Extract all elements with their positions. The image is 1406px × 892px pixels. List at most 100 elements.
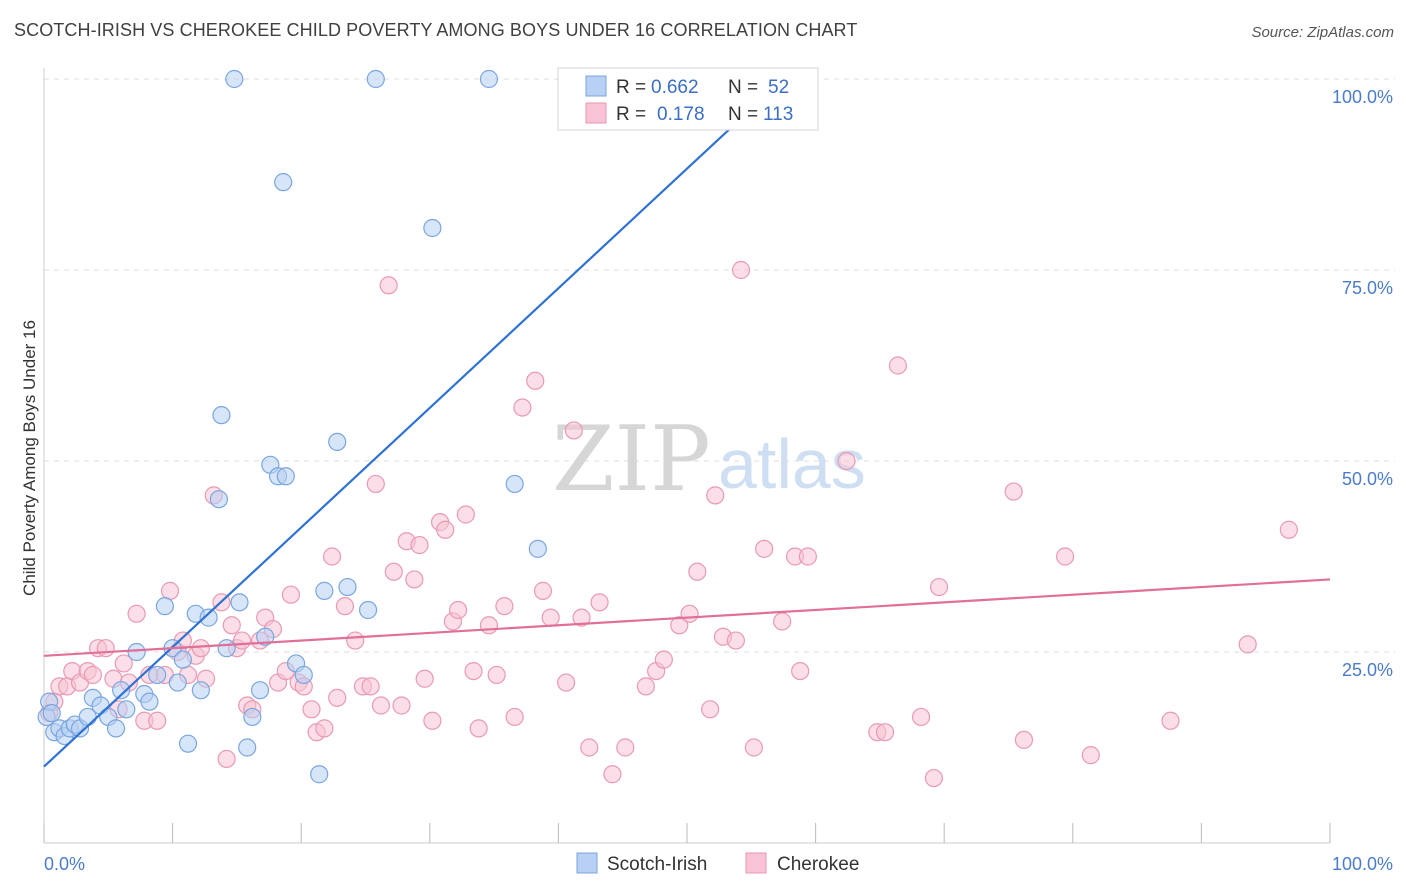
scotch-irish-point <box>225 69 244 89</box>
gridlines <box>44 78 1395 653</box>
cherokee-point <box>217 749 236 769</box>
cherokee-point <box>281 585 301 604</box>
cherokee-point <box>392 696 411 715</box>
legend-swatch-cherokee <box>585 102 607 124</box>
y-tick-label: 75.0% <box>1342 278 1393 298</box>
cherokee-point <box>533 581 553 600</box>
cherokee-point <box>564 421 583 440</box>
cherokee-point <box>680 604 699 623</box>
cherokee-point <box>526 371 545 390</box>
y-tick-labels: 25.0% 50.0% 75.0% 100.0% <box>1332 87 1393 680</box>
cherokee-point <box>791 661 810 681</box>
cherokee-point <box>436 520 455 539</box>
scotch-irish-point <box>155 597 174 616</box>
cherokee-point <box>837 451 856 471</box>
cherokee-point <box>222 616 241 635</box>
cherokee-point <box>127 604 146 623</box>
cherokee-point <box>590 593 609 612</box>
x-ticks <box>43 823 1331 843</box>
cherokee-point <box>1014 730 1034 749</box>
cherokee-point <box>148 711 167 730</box>
scotch-irish-point <box>173 650 192 669</box>
y-axis-title: Child Poverty Among Boys Under 16 <box>20 320 39 596</box>
scotch-irish-point <box>528 539 547 558</box>
cherokee-point <box>706 486 725 505</box>
scotch-irish-point <box>140 692 159 711</box>
scotch-irish-point <box>148 665 167 685</box>
cherokee-point <box>379 276 398 295</box>
series-legend: Scotch-Irish Cherokee <box>576 852 859 875</box>
cherokee-point <box>616 738 635 757</box>
scotch-irish-point <box>238 738 257 757</box>
legend-n-label-2: N = <box>728 104 758 125</box>
cherokee-point <box>114 654 133 673</box>
cherokee-point <box>924 768 944 788</box>
cherokee-point <box>423 711 442 730</box>
scotch-irish-point <box>423 218 442 238</box>
cherokee-point <box>911 707 931 727</box>
cherokee-point <box>410 535 429 555</box>
scotch-irish-point <box>276 467 295 486</box>
scotch-irish-point <box>106 719 126 738</box>
scotch-irish-point <box>209 490 228 509</box>
y-tick-label: 25.0% <box>1342 660 1393 680</box>
cherokee-point <box>415 669 434 688</box>
scotch-irish-point <box>256 627 275 646</box>
cherokee-point <box>487 665 506 685</box>
x-tick-label-max: 100.0% <box>1332 854 1393 874</box>
cherokee-point <box>302 700 321 719</box>
scotch-irish-point <box>42 704 61 723</box>
scotch-irish-point <box>358 600 378 620</box>
cherokee-point <box>1081 746 1100 765</box>
bottom-legend-label-cherokee: Cherokee <box>777 854 859 875</box>
scotch-irish-point <box>505 474 524 494</box>
cherokee-point <box>322 547 342 566</box>
cherokee-point <box>875 723 895 742</box>
scotch-irish-point <box>178 734 198 753</box>
legend-n-value-2: 113 <box>763 104 793 125</box>
y-tick-label: 100.0% <box>1332 87 1393 107</box>
cherokee-point <box>603 765 622 784</box>
scotch-irish-point <box>112 681 131 700</box>
y-tick-label: 50.0% <box>1342 469 1393 489</box>
cherokee-point <box>1055 547 1075 566</box>
cherokee-point <box>384 562 403 581</box>
bottom-legend-swatch-scotch-irish <box>576 852 598 874</box>
bottom-legend-swatch-cherokee <box>745 852 767 874</box>
cherokee-point <box>688 562 707 581</box>
scotch-irish-point <box>479 69 499 89</box>
cherokee-point <box>1161 711 1180 730</box>
cherokee-point <box>96 639 115 658</box>
cherokee-point <box>580 738 599 757</box>
cherokee-point <box>726 631 745 650</box>
cherokee-point <box>670 616 689 635</box>
cherokee-point <box>1004 482 1023 501</box>
cherokee-point <box>557 673 576 692</box>
cherokee-point <box>366 474 385 494</box>
bottom-legend-label-scotch-irish: Scotch-Irish <box>607 854 707 875</box>
cherokee-point <box>731 260 751 280</box>
cherokee-point <box>513 398 532 417</box>
source-label: Source: ZipAtlas.com <box>1251 24 1394 41</box>
correlation-legend: R = 0.662 N = 52 R = 0.178 N = 113 <box>557 67 819 131</box>
legend-n-label-1: N = <box>728 77 758 98</box>
legend-n-value-1: 52 <box>768 77 789 98</box>
cherokee-points <box>40 260 1298 788</box>
scotch-irish-point <box>117 700 136 719</box>
cherokee-point <box>929 577 949 597</box>
scotch-irish-point <box>338 577 357 597</box>
cherokee-point <box>1238 635 1257 654</box>
scotch-irish-point <box>212 406 231 425</box>
cherokee-point <box>371 696 391 715</box>
scotch-irish-point <box>230 593 249 612</box>
cherokee-point <box>456 505 475 524</box>
cherokee-point <box>83 665 102 685</box>
scotch-irish-point <box>199 608 218 627</box>
cherokee-point <box>448 600 468 620</box>
scotch-irish-point <box>315 581 334 600</box>
scotch-irish-point <box>328 432 347 451</box>
legend-r-label-2: R = <box>616 104 646 125</box>
scotch-irish-point <box>168 673 187 692</box>
cherokee-point <box>191 639 210 658</box>
